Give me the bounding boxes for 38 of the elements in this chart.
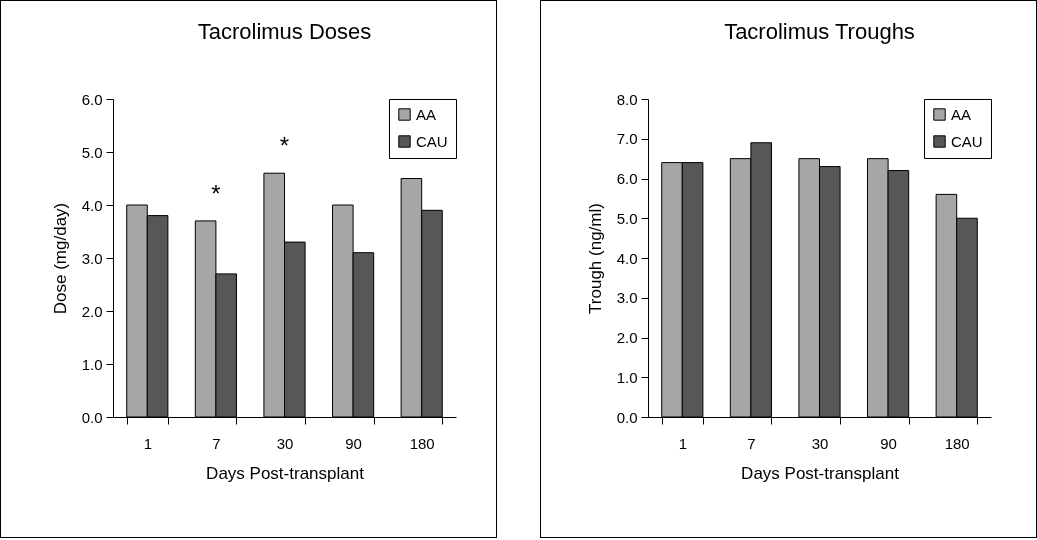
x-tick-label: 180 xyxy=(944,434,970,452)
x-tick-label: 90 xyxy=(880,434,897,452)
x-tick-label: 30 xyxy=(811,434,829,452)
x-tick-label: 1 xyxy=(143,434,152,452)
y-tick-label: 2.0 xyxy=(616,329,638,346)
y-tick-label: 0.0 xyxy=(616,408,638,426)
y-tick-label: 2.0 xyxy=(81,302,103,320)
y-tick-label: 1.0 xyxy=(616,368,638,386)
y-tick-label: 4.0 xyxy=(616,249,638,267)
y-tick-label: 4.0 xyxy=(81,196,103,214)
y-tick-label: 6.0 xyxy=(616,170,638,187)
annotation: * xyxy=(279,132,290,160)
y-axis-title: Dose (mg/day) xyxy=(50,202,70,315)
x-axis-title: Days Post-transplant xyxy=(206,463,365,483)
y-tick-label: 3.0 xyxy=(616,289,638,307)
x-axis-title: Days Post-transplant xyxy=(741,463,900,483)
x-tick-label: 90 xyxy=(345,434,362,452)
legend-label: CAU xyxy=(951,132,983,150)
y-tick-label: 5.0 xyxy=(81,143,103,161)
legend-label: CAU xyxy=(416,132,448,150)
legend-label: AA xyxy=(951,105,972,123)
y-tick-label: 0.0 xyxy=(81,408,103,426)
annotation: * xyxy=(211,179,221,207)
y-tick-label: 3.0 xyxy=(81,249,103,267)
y-tick-label: 8.0 xyxy=(616,90,638,108)
x-tick-label: 7 xyxy=(212,434,221,452)
y-tick-label: 1.0 xyxy=(81,355,103,373)
y-axis-title: Trough (ng/ml) xyxy=(585,203,605,314)
x-tick-label: 7 xyxy=(747,434,756,452)
chart-title: Tacrolimus Troughs xyxy=(724,19,915,44)
x-tick-label: 30 xyxy=(276,434,294,452)
y-tick-label: 5.0 xyxy=(616,209,638,227)
chart-title: Tacrolimus Doses xyxy=(197,19,372,44)
y-tick-label: 7.0 xyxy=(616,130,638,148)
x-tick-label: 180 xyxy=(409,434,435,452)
y-tick-label: 6.0 xyxy=(81,90,103,108)
x-tick-label: 1 xyxy=(678,434,687,452)
legend-label: AA xyxy=(416,105,437,123)
